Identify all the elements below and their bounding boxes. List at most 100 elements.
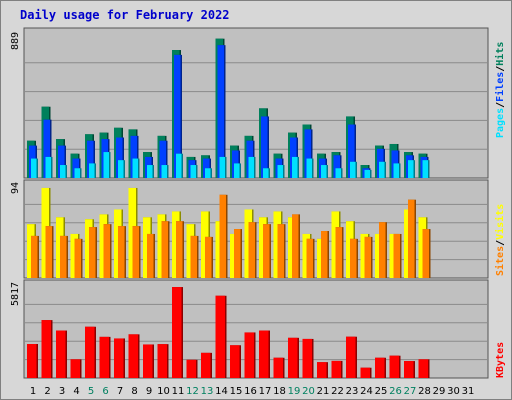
bar-visits-day-12	[186, 224, 194, 278]
legend-sep-3: /	[495, 240, 506, 246]
x-label-day-31: 31	[462, 386, 475, 397]
x-label-day-24: 24	[360, 386, 373, 397]
x-label-day-29: 29	[433, 386, 446, 397]
x-label-day-11: 11	[172, 386, 185, 397]
x-label-day-23: 23	[346, 386, 359, 397]
bar-pages-day-8	[132, 158, 138, 178]
bar-visits-day-9	[143, 217, 151, 278]
bar-visits-day-4	[70, 233, 78, 278]
x-label-day-13: 13	[201, 386, 214, 397]
bar-visits-day-14	[215, 221, 223, 278]
bar-sites-day-10	[161, 221, 168, 278]
bar-sites-day-8	[132, 226, 139, 278]
bar-visits-day-28	[418, 217, 426, 278]
bar-sites-day-2	[45, 226, 52, 278]
bar-sites-day-27	[408, 199, 415, 278]
bar-pages-day-3	[60, 165, 66, 178]
bar-sites-day-17	[263, 224, 270, 278]
bar-files-day-22	[333, 155, 340, 178]
bar-visits-day-17	[259, 217, 267, 278]
x-label-day-22: 22	[331, 386, 344, 397]
bar-sites-day-21	[321, 231, 328, 278]
bar-pages-day-25	[379, 161, 385, 178]
bar-pages-day-20	[306, 158, 312, 178]
bar-kbytes-day-20	[302, 338, 312, 378]
bar-visits-day-5	[85, 219, 93, 278]
ymax-visits-sites: 94	[10, 182, 21, 194]
x-label-day-2: 2	[44, 386, 50, 397]
bar-kbytes-day-28	[418, 359, 428, 378]
bar-files-day-11	[174, 54, 181, 179]
bar-files-day-14	[217, 45, 224, 178]
bar-kbytes-day-18	[273, 357, 283, 378]
bar-kbytes-day-1	[27, 343, 37, 378]
bar-sites-day-18	[277, 224, 284, 278]
bar-sites-day-26	[393, 233, 400, 278]
bar-pages-day-5	[89, 163, 95, 178]
ymax-hits-files-pages: 889	[10, 32, 21, 50]
bar-kbytes-day-19	[288, 337, 298, 378]
bar-kbytes-day-17	[259, 330, 269, 378]
bar-pages-day-24	[364, 169, 370, 178]
bar-kbytes-day-12	[186, 359, 196, 378]
x-label-day-5: 5	[88, 386, 94, 397]
x-label-day-4: 4	[73, 386, 79, 397]
bar-pages-day-28	[422, 160, 428, 178]
x-label-day-26: 26	[389, 386, 402, 397]
legend-hits: Hits	[494, 42, 506, 66]
bar-pages-day-26	[393, 163, 399, 178]
x-label-day-7: 7	[117, 386, 123, 397]
bar-sites-day-7	[118, 226, 125, 278]
bar-sites-day-14	[219, 194, 226, 278]
bar-sites-day-15	[234, 229, 241, 278]
bar-sites-day-28	[422, 229, 429, 278]
bar-files-day-2	[43, 119, 50, 178]
bar-kbytes-day-5	[85, 326, 95, 378]
bar-kbytes-day-10	[157, 344, 167, 378]
bars-kbytes	[27, 287, 430, 378]
bar-pages-day-9	[147, 165, 153, 178]
bar-visits-day-25	[375, 233, 383, 278]
kbytes-panel: 5817	[10, 279, 489, 379]
bar-kbytes-day-2	[41, 320, 51, 378]
hits-files-pages-panel: 889	[10, 27, 489, 179]
bar-sites-day-24	[364, 236, 371, 278]
bar-sites-day-20	[306, 238, 313, 278]
ymax-kbytes: 5817	[10, 282, 21, 306]
legend-visits: Visits	[494, 204, 506, 240]
bar-sites-day-23	[350, 238, 357, 278]
bar-kbytes-day-3	[56, 330, 66, 378]
x-label-day-9: 9	[146, 386, 152, 397]
bar-visits-day-27	[404, 209, 412, 278]
legend-sep-1: /	[495, 102, 506, 108]
bar-sites-day-11	[176, 221, 183, 278]
legend-sep-2: /	[495, 66, 506, 72]
bar-pages-day-19	[292, 156, 298, 178]
x-label-day-15: 15	[230, 386, 243, 397]
x-label-day-12: 12	[186, 386, 199, 397]
bar-kbytes-day-26	[389, 355, 399, 378]
x-label-day-16: 16	[244, 386, 257, 397]
bar-kbytes-day-11	[172, 287, 182, 378]
bar-files-day-3	[58, 145, 65, 178]
x-label-day-1: 1	[30, 386, 36, 397]
x-label-day-10: 10	[157, 386, 170, 397]
bars-visits-sites	[27, 187, 431, 278]
bar-files-day-20	[304, 129, 311, 178]
legend-sites: Sites	[494, 246, 506, 276]
bar-kbytes-day-16	[244, 332, 254, 378]
x-label-day-3: 3	[59, 386, 65, 397]
x-label-day-21: 21	[317, 386, 330, 397]
bar-pages-day-12	[190, 165, 196, 178]
bar-pages-day-16	[248, 156, 254, 178]
bar-kbytes-day-21	[317, 362, 327, 378]
x-label-day-14: 14	[215, 386, 228, 397]
bar-pages-day-7	[118, 160, 124, 178]
bar-files-day-10	[159, 140, 166, 178]
bar-kbytes-day-7	[114, 338, 124, 378]
bars-hits-files-pages	[27, 38, 430, 179]
bar-kbytes-day-27	[404, 361, 414, 378]
bar-visits-day-22	[331, 211, 339, 278]
bar-sites-day-13	[205, 236, 212, 278]
